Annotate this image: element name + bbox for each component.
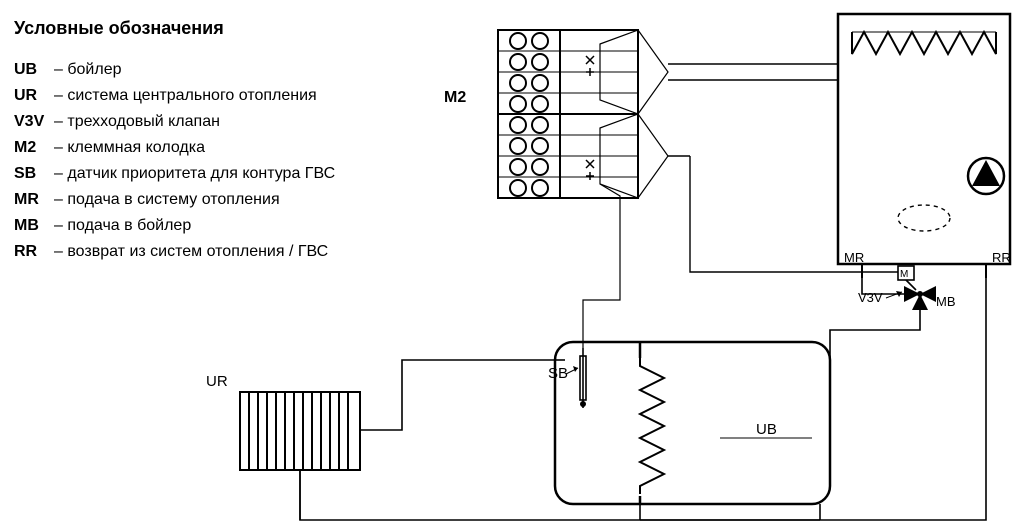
radiator-ur	[240, 392, 360, 470]
terminal-block-m2	[498, 30, 838, 198]
label-m2: M2	[444, 89, 466, 106]
schematic-svg: M2 MR RR	[0, 0, 1031, 529]
label-ur: UR	[206, 373, 228, 390]
sb-probe	[580, 184, 620, 408]
label-sb: SB	[548, 365, 568, 382]
label-mr: MR	[844, 250, 864, 265]
label-ub: UB	[756, 421, 777, 438]
tank-ub	[555, 342, 830, 504]
boiler-unit	[838, 14, 1010, 278]
v3v-valve: M	[898, 266, 936, 310]
diagram-page: Условные обозначения UB– бойлер UR– сист…	[0, 0, 1031, 529]
label-mb: MB	[936, 294, 956, 309]
label-M: M	[900, 269, 908, 280]
label-rr: RR	[992, 250, 1011, 265]
